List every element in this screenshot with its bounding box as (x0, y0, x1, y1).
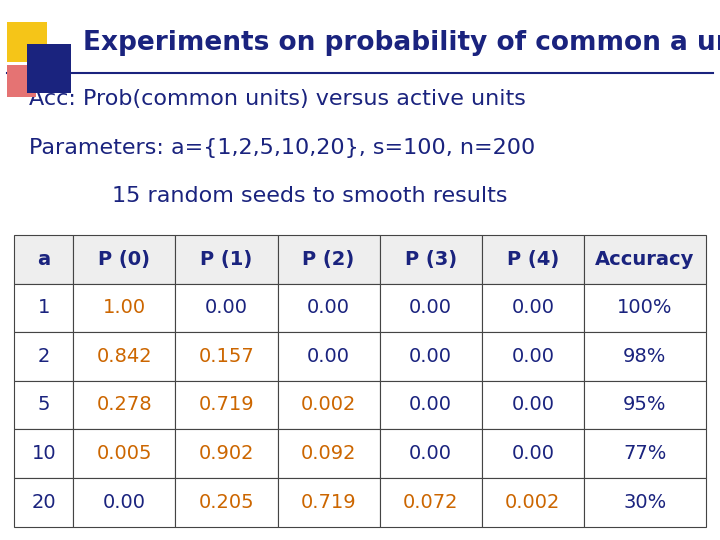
Text: 0.719: 0.719 (301, 492, 356, 512)
Bar (14, 381, 73, 429)
Bar (14, 284, 73, 332)
Text: 20: 20 (32, 492, 56, 512)
Text: 0.205: 0.205 (199, 492, 254, 512)
Bar (482, 381, 584, 429)
Bar (482, 284, 584, 332)
Text: 0.005: 0.005 (96, 444, 152, 463)
Bar (584, 429, 706, 478)
Text: 0.00: 0.00 (205, 298, 248, 318)
Text: 0.00: 0.00 (511, 347, 554, 366)
Bar (379, 381, 482, 429)
Text: 0.719: 0.719 (199, 395, 254, 415)
Text: Acc: Prob(common units) versus active units: Acc: Prob(common units) versus active un… (29, 89, 526, 109)
Text: 0.00: 0.00 (409, 444, 452, 463)
Bar (379, 235, 482, 284)
Bar (176, 235, 277, 284)
Bar (14, 429, 73, 478)
Bar (277, 478, 379, 526)
Bar (176, 381, 277, 429)
Text: 1: 1 (37, 298, 50, 318)
Text: P (3): P (3) (405, 249, 456, 269)
Text: 0.00: 0.00 (307, 347, 350, 366)
Bar (73, 429, 176, 478)
Text: 0.002: 0.002 (301, 395, 356, 415)
Bar (73, 478, 176, 526)
Text: 77%: 77% (623, 444, 667, 463)
Text: 0.00: 0.00 (511, 444, 554, 463)
Text: 30%: 30% (623, 492, 666, 512)
Text: 0.00: 0.00 (511, 298, 554, 318)
Text: 10: 10 (32, 444, 56, 463)
Text: P (0): P (0) (99, 249, 150, 269)
Bar (27, 44, 71, 93)
Bar (176, 284, 277, 332)
Bar (73, 284, 176, 332)
Bar (379, 332, 482, 381)
Text: 0.002: 0.002 (505, 492, 560, 512)
Bar (14, 332, 73, 381)
Bar (277, 429, 379, 478)
Bar (379, 478, 482, 526)
Bar (584, 332, 706, 381)
Bar (379, 429, 482, 478)
Text: Experiments on probability of common a units: Experiments on probability of common a u… (83, 30, 720, 56)
Bar (73, 332, 176, 381)
Bar (379, 284, 482, 332)
Text: 98%: 98% (623, 347, 667, 366)
Bar (277, 332, 379, 381)
Text: 2: 2 (37, 347, 50, 366)
Text: 95%: 95% (623, 395, 667, 415)
Bar (482, 429, 584, 478)
Bar (176, 332, 277, 381)
Bar (176, 478, 277, 526)
Text: 0.00: 0.00 (511, 395, 554, 415)
Bar (176, 429, 277, 478)
Text: 100%: 100% (617, 298, 672, 318)
Text: 1.00: 1.00 (103, 298, 146, 318)
Text: 0.072: 0.072 (403, 492, 459, 512)
Bar (277, 284, 379, 332)
Text: 0.00: 0.00 (409, 347, 452, 366)
Bar (584, 284, 706, 332)
Text: 0.902: 0.902 (199, 444, 254, 463)
Bar (584, 381, 706, 429)
Bar (482, 235, 584, 284)
Text: Parameters: a={1,2,5,10,20}, s=100, n=200: Parameters: a={1,2,5,10,20}, s=100, n=20… (29, 138, 535, 158)
Text: a: a (37, 249, 50, 269)
Text: 0.842: 0.842 (96, 347, 152, 366)
Text: 0.00: 0.00 (409, 298, 452, 318)
Text: P (1): P (1) (200, 249, 253, 269)
Bar (584, 235, 706, 284)
Bar (73, 381, 176, 429)
Text: 0.278: 0.278 (96, 395, 152, 415)
Text: 0.157: 0.157 (199, 347, 254, 366)
Bar (277, 235, 379, 284)
Bar (73, 235, 176, 284)
Text: 0.00: 0.00 (409, 395, 452, 415)
Text: 15 random seeds to smooth results: 15 random seeds to smooth results (112, 186, 507, 206)
Bar (7, 22, 47, 62)
Text: 5: 5 (37, 395, 50, 415)
Bar (14, 235, 73, 284)
Bar (277, 381, 379, 429)
Text: Accuracy: Accuracy (595, 249, 694, 269)
Text: 0.092: 0.092 (301, 444, 356, 463)
Text: 0.00: 0.00 (103, 492, 146, 512)
Bar (482, 478, 584, 526)
Bar (482, 332, 584, 381)
Bar (7, 65, 36, 97)
Bar (14, 478, 73, 526)
Text: 0.00: 0.00 (307, 298, 350, 318)
Text: P (4): P (4) (507, 249, 559, 269)
Text: P (2): P (2) (302, 249, 355, 269)
Bar (584, 478, 706, 526)
